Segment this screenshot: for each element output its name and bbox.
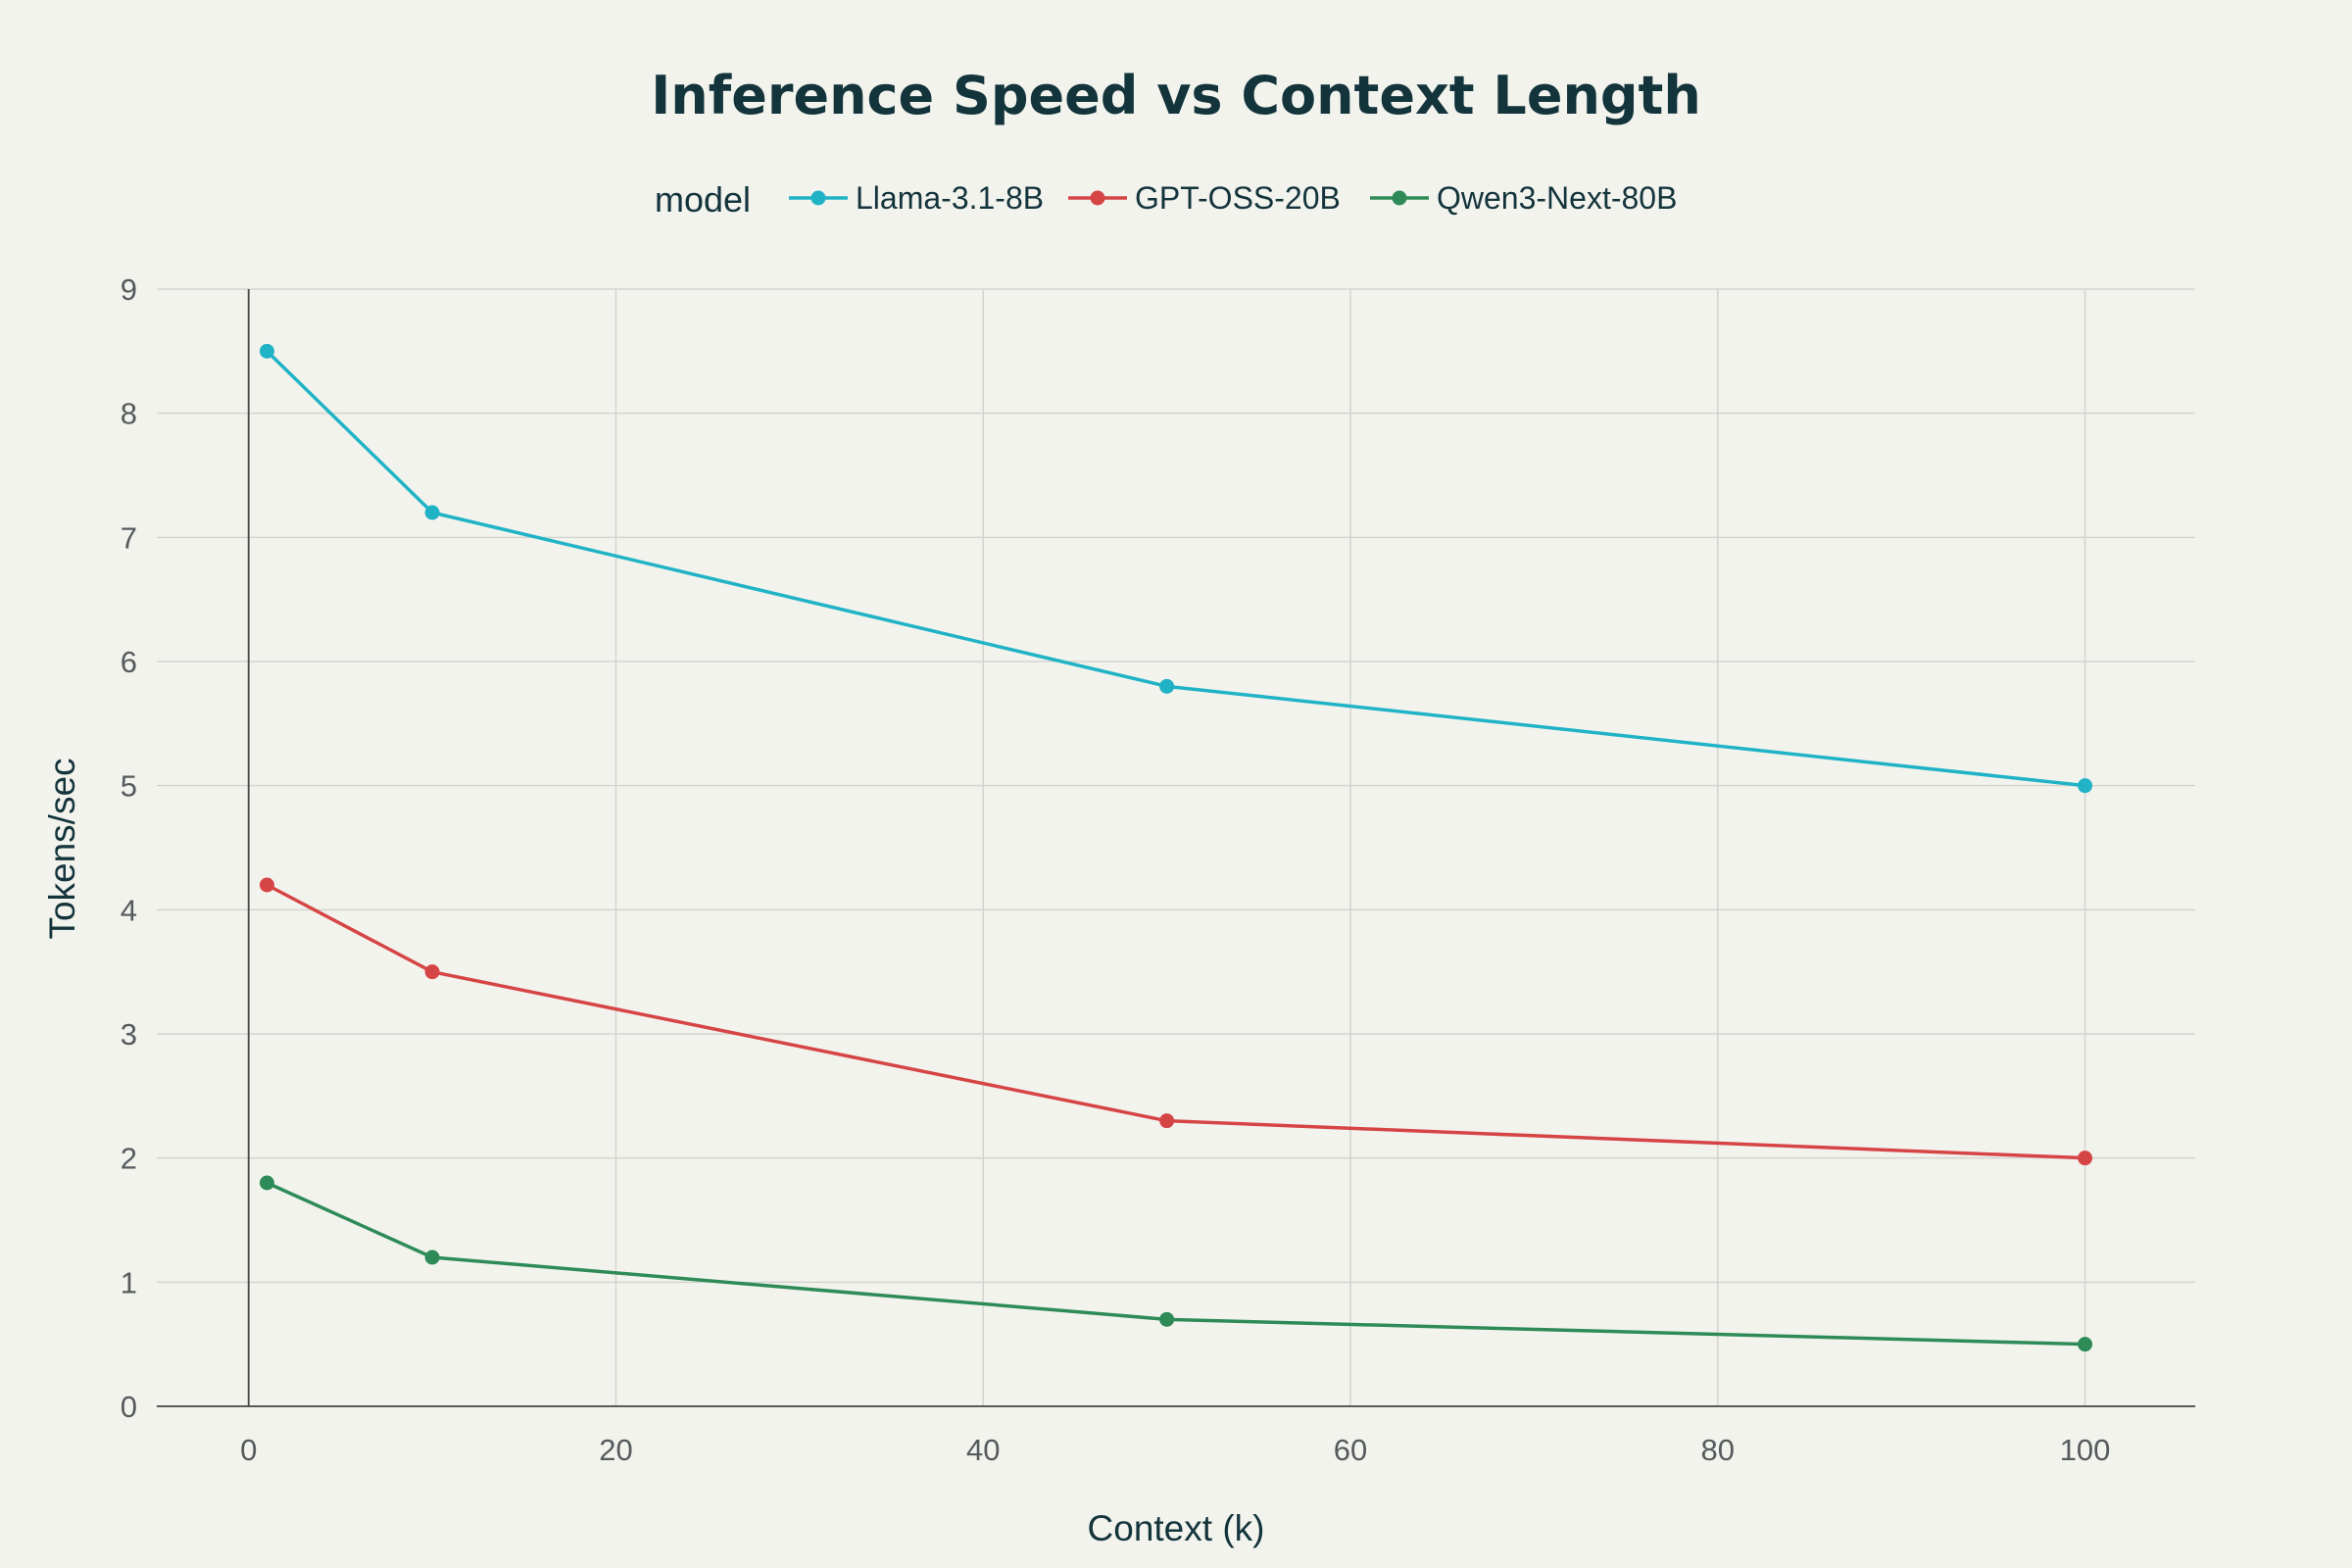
data-point-qwen3-next-80b[interactable] xyxy=(1159,1311,1175,1327)
y-tick-label: 1 xyxy=(121,1265,137,1299)
legend-item-qwen3-next-80b[interactable]: Qwen3-Next-80B xyxy=(1370,180,1677,216)
y-tick-label: 5 xyxy=(121,769,137,804)
x-tick-label: 60 xyxy=(1334,1433,1367,1467)
data-point-llama-3-1-8b[interactable] xyxy=(1159,678,1175,694)
data-point-qwen3-next-80b[interactable] xyxy=(424,1250,440,1265)
legend-swatch-marker xyxy=(1392,190,1407,206)
series-group xyxy=(259,343,2093,1352)
legend-item-gpt-oss-20b[interactable]: GPT-OSS-20B xyxy=(1068,180,1341,216)
legend-label: Qwen3-Next-80B xyxy=(1437,180,1677,216)
data-point-llama-3-1-8b[interactable] xyxy=(2078,778,2093,794)
series-line-llama-3-1-8b xyxy=(266,350,2085,788)
x-tick-label: 80 xyxy=(1701,1433,1735,1467)
series-line-qwen3-next-80b xyxy=(266,1181,2085,1347)
x-axis-title: Context (k) xyxy=(1088,1508,1265,1548)
grid xyxy=(157,288,2195,1406)
x-tick-label: 0 xyxy=(240,1433,257,1467)
legend: model Llama-3.1-8B GPT-OSS-20B Qwen3-Next-… xyxy=(655,179,1677,220)
legend-swatch-marker xyxy=(1090,190,1105,206)
data-point-llama-3-1-8b[interactable] xyxy=(259,343,274,359)
data-point-gpt-oss-20b[interactable] xyxy=(424,964,440,980)
data-point-qwen3-next-80b[interactable] xyxy=(259,1175,274,1191)
axes: 0 1 2 3 4 5 6 7 8 9 0 20 40 60 80 100 xyxy=(121,272,2195,1467)
legend-label: Llama-3.1-8B xyxy=(856,180,1044,216)
chart-title: Inference Speed vs Context Length xyxy=(651,65,1701,126)
y-tick-label: 8 xyxy=(121,397,137,431)
data-point-gpt-oss-20b[interactable] xyxy=(1159,1113,1175,1129)
y-tick-label: 2 xyxy=(121,1142,137,1176)
data-point-qwen3-next-80b[interactable] xyxy=(2078,1337,2093,1352)
legend-swatch-marker xyxy=(810,190,826,206)
x-tick-label: 100 xyxy=(2060,1433,2111,1467)
y-tick-label: 0 xyxy=(121,1390,137,1424)
y-tick-label: 4 xyxy=(121,893,137,927)
data-point-gpt-oss-20b[interactable] xyxy=(259,877,274,893)
y-tick-label: 3 xyxy=(121,1017,137,1052)
legend-label: GPT-OSS-20B xyxy=(1135,180,1341,216)
y-tick-label: 7 xyxy=(121,520,137,555)
y-tick-label: 9 xyxy=(121,272,137,307)
legend-item-llama-3-1-8b[interactable]: Llama-3.1-8B xyxy=(789,180,1044,216)
x-tick-label: 20 xyxy=(599,1433,632,1467)
legend-title: model xyxy=(655,179,751,220)
data-point-llama-3-1-8b[interactable] xyxy=(424,505,440,520)
series-line-gpt-oss-20b xyxy=(266,883,2085,1160)
x-tick-label: 40 xyxy=(966,1433,1000,1467)
y-axis-title: Tokens/sec xyxy=(42,758,82,939)
y-tick-label: 6 xyxy=(121,645,137,679)
data-point-gpt-oss-20b[interactable] xyxy=(2078,1151,2093,1166)
